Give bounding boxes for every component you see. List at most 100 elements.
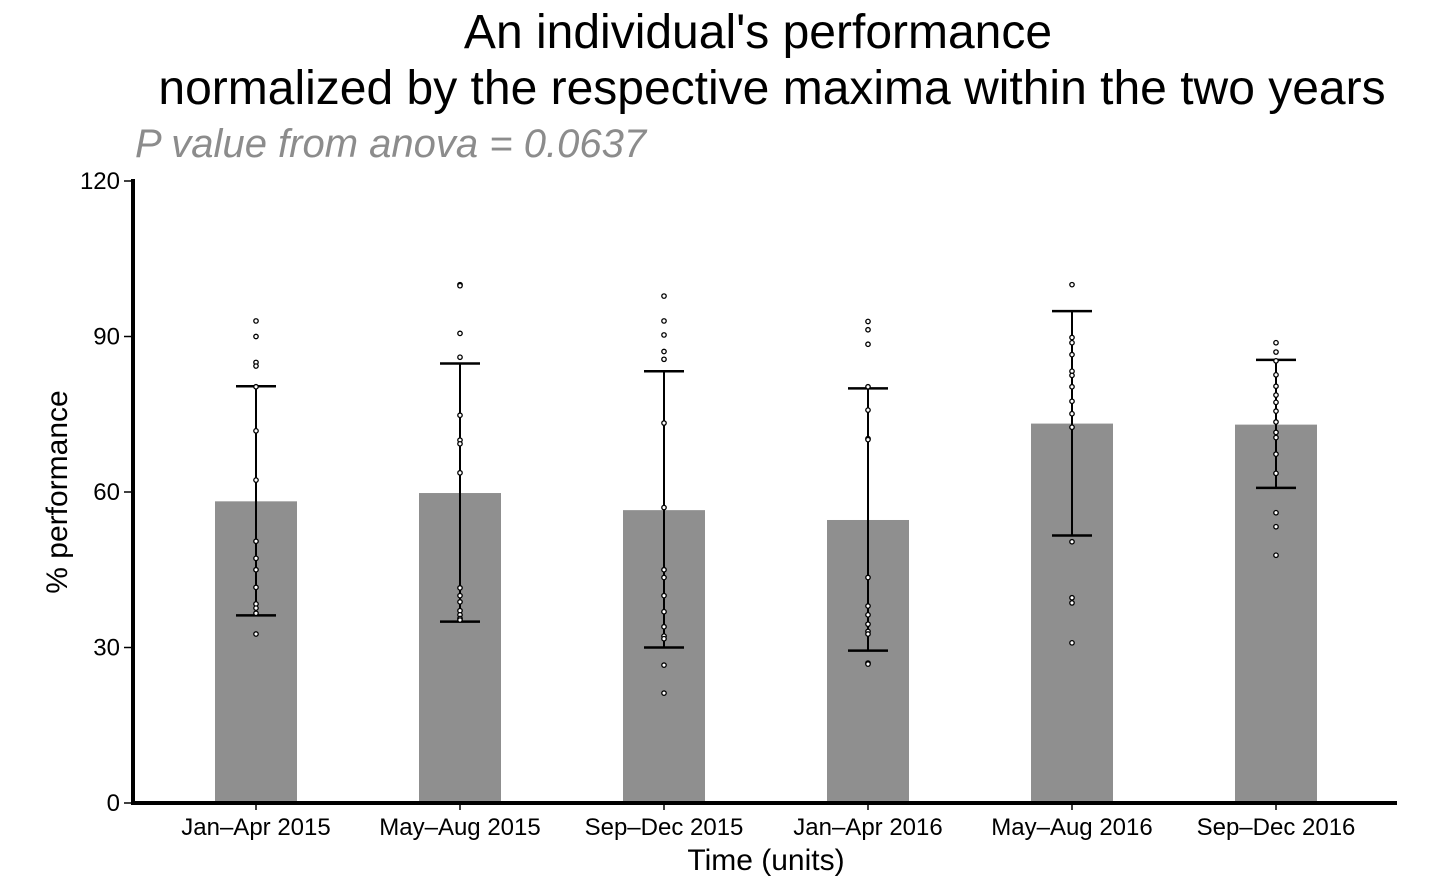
data-point-0-5 xyxy=(253,427,259,434)
data-point-5-15 xyxy=(1273,552,1279,559)
data-point-3-2 xyxy=(865,341,871,348)
data-point-1-10 xyxy=(457,599,463,605)
data-point-1-2 xyxy=(457,330,463,337)
data-point-4-5 xyxy=(1069,372,1075,379)
data-point-1-9 xyxy=(457,592,463,599)
data-point-4-2 xyxy=(1069,339,1075,346)
data-point-5-4 xyxy=(1273,383,1279,390)
data-point-2-0 xyxy=(661,293,667,299)
data-point-3-10 xyxy=(865,621,871,628)
data-point-5-14 xyxy=(1273,523,1279,530)
data-point-4-1 xyxy=(1069,334,1075,341)
data-point-4-0 xyxy=(1069,281,1075,288)
data-point-1-1 xyxy=(457,282,463,289)
data-point-2-5 xyxy=(661,420,667,426)
x-tick-label-3: Jan–Apr 2016 xyxy=(793,814,942,841)
y-tick-label-4: 120 xyxy=(80,168,120,195)
x-axis-title: Time (units) xyxy=(687,844,844,877)
data-point-4-7 xyxy=(1069,398,1075,405)
data-point-0-4 xyxy=(253,383,259,390)
data-point-0-8 xyxy=(253,555,259,562)
data-point-4-8 xyxy=(1069,410,1075,417)
data-point-5-11 xyxy=(1273,451,1279,458)
data-point-5-2 xyxy=(1273,358,1279,364)
x-tick-label-4: May–Aug 2016 xyxy=(991,814,1152,841)
data-point-0-10 xyxy=(253,584,259,591)
x-tick-label-5: Sep–Dec 2016 xyxy=(1197,814,1356,841)
points-layer xyxy=(253,281,1279,696)
chart-title-line-2: normalized by the respective maxima with… xyxy=(158,62,1385,115)
data-point-4-10 xyxy=(1069,538,1075,545)
data-point-2-13 xyxy=(661,635,667,642)
error-bars-layer xyxy=(236,309,1296,652)
data-point-4-11 xyxy=(1069,594,1075,601)
data-point-2-6 xyxy=(661,504,667,511)
data-point-2-11 xyxy=(661,623,667,630)
y-tick-label-2: 60 xyxy=(93,479,120,506)
data-point-2-15 xyxy=(661,690,667,696)
data-point-2-8 xyxy=(661,574,667,581)
data-point-4-9 xyxy=(1069,424,1075,431)
data-point-5-10 xyxy=(1273,434,1279,441)
data-point-3-7 xyxy=(865,574,871,581)
data-point-2-4 xyxy=(661,356,667,363)
data-point-0-12 xyxy=(253,605,259,611)
chart-subtitle: P value from anova = 0.0637 xyxy=(135,122,648,166)
data-point-3-12 xyxy=(865,631,871,637)
data-point-1-3 xyxy=(457,354,463,361)
data-point-5-5 xyxy=(1273,392,1279,398)
data-point-1-7 xyxy=(457,469,463,476)
data-point-1-4 xyxy=(457,412,463,419)
data-point-2-9 xyxy=(661,592,667,599)
data-point-2-10 xyxy=(661,608,667,615)
data-point-0-0 xyxy=(253,318,259,324)
data-point-2-2 xyxy=(661,332,667,338)
y-tick-label-3: 90 xyxy=(93,324,120,351)
x-axis-ticks: Jan–Apr 2015 May–Aug 2015 Sep–Dec 2015 Jan–… xyxy=(181,805,1355,841)
x-tick-label-0: Jan–Apr 2015 xyxy=(181,814,330,841)
data-point-2-1 xyxy=(661,318,667,324)
x-tick-label-1: May–Aug 2015 xyxy=(379,814,540,841)
data-point-1-14 xyxy=(457,617,463,623)
data-point-5-3 xyxy=(1273,372,1279,378)
data-point-3-4 xyxy=(865,407,871,413)
data-point-0-1 xyxy=(253,333,259,340)
bars-layer xyxy=(215,423,1317,803)
data-point-3-9 xyxy=(865,611,871,618)
data-point-0-13 xyxy=(253,610,259,617)
data-point-5-1 xyxy=(1273,349,1279,355)
data-point-3-6 xyxy=(865,436,871,443)
data-point-4-13 xyxy=(1069,639,1075,646)
data-point-1-8 xyxy=(457,585,463,591)
data-point-0-3 xyxy=(253,363,259,369)
data-point-3-14 xyxy=(865,661,871,667)
data-point-4-12 xyxy=(1069,600,1075,606)
data-point-0-14 xyxy=(253,631,259,637)
x-tick-label-2: Sep–Dec 2015 xyxy=(585,814,744,841)
y-tick-label-0: 0 xyxy=(107,790,120,817)
data-point-5-12 xyxy=(1273,470,1279,477)
data-point-3-1 xyxy=(865,326,871,333)
data-point-5-6 xyxy=(1273,399,1279,406)
data-point-3-3 xyxy=(865,383,871,390)
data-point-5-13 xyxy=(1273,509,1279,516)
data-point-4-3 xyxy=(1069,351,1075,358)
y-axis-ticks: 0 30 60 90 120 xyxy=(80,168,131,817)
data-point-0-7 xyxy=(253,538,259,545)
data-point-2-7 xyxy=(661,566,667,573)
data-point-2-3 xyxy=(661,348,667,355)
data-point-5-7 xyxy=(1273,408,1279,414)
y-axis-title: % performance xyxy=(41,390,74,593)
data-point-0-9 xyxy=(253,566,259,573)
data-point-2-14 xyxy=(661,662,667,668)
chart-title-line-1: An individual's performance xyxy=(464,6,1052,59)
data-point-3-8 xyxy=(865,603,871,609)
data-point-5-8 xyxy=(1273,419,1279,425)
data-point-3-0 xyxy=(865,318,871,325)
y-tick-label-1: 30 xyxy=(93,635,120,662)
data-point-5-0 xyxy=(1273,339,1279,346)
data-point-4-6 xyxy=(1069,383,1075,390)
data-point-0-6 xyxy=(253,477,259,483)
data-point-1-6 xyxy=(457,440,463,447)
